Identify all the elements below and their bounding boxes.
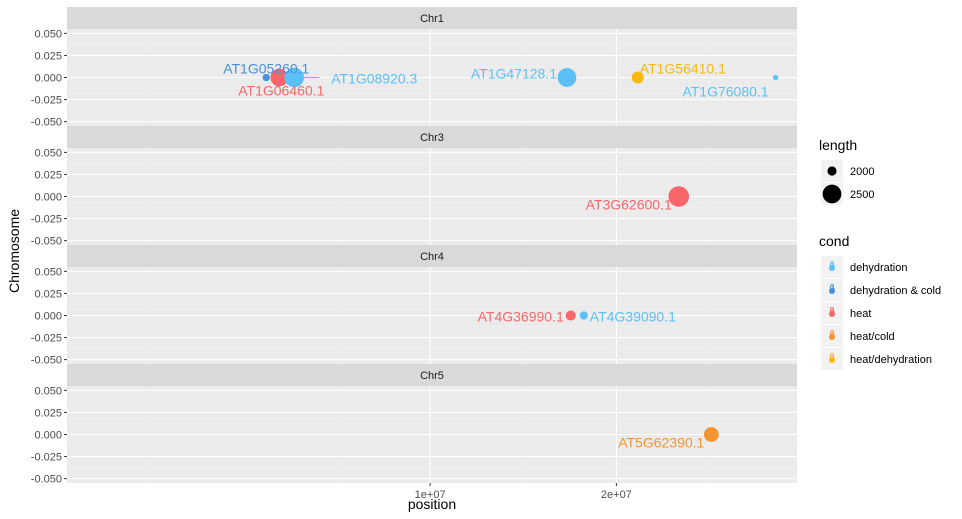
y-tick-label: 0.000 [34,430,62,442]
data-point [557,68,577,87]
point-label: AT3G62600.1 [586,197,672,213]
legend-size-label: 2000 [850,166,874,178]
legend-color-key [829,265,835,271]
point-label: AT1G06460.1 [238,83,324,99]
point-label: AT5G62390.1 [618,435,704,451]
y-tick-label: 0.050 [34,28,62,40]
y-tick-label: -0.025 [31,95,62,107]
y-tick-label: -0.050 [31,117,62,129]
y-tick-label: 0.025 [34,50,62,62]
data-point [565,310,576,321]
y-tick-label: -0.025 [31,452,62,464]
x-tick-label: 1e+07 [415,489,446,501]
legend-color-key [829,334,835,340]
facet-strip [67,7,797,29]
y-tick-label: 0.000 [34,73,62,85]
y-tick-label: 0.025 [34,407,62,419]
point-label: AT1G05260.1 [223,61,309,77]
facet-strip-label: Chr5 [420,370,444,382]
legend-size-key [827,166,837,176]
legend-color-key [829,288,835,294]
legend-length-title: length [819,137,857,153]
point-label: AT4G36990.1 [478,309,564,325]
legend-cond-label: dehydration [850,262,908,274]
y-tick-label: 0.025 [34,169,62,181]
data-point [772,74,779,81]
facet-chr3: Chr3 0.050 0.025 0.000 -0.025 -0.050 AT3G62600… [31,126,797,248]
data-point [631,71,644,84]
legend: length 2000 2500 cond a dehydration a dehydr… [819,137,941,370]
facet-strip [67,126,797,148]
point-label: AT1G56410.1 [640,61,726,77]
x-axis: 1e+07 2e+07 [415,483,632,501]
data-point [668,186,690,207]
y-tick-label: -0.050 [31,355,62,367]
legend-cond-items: a dehydration a dehydration & cold a heat a hea… [821,256,941,370]
y-tick-label: 0.050 [34,147,62,159]
y-tick-label: -0.025 [31,214,62,226]
x-axis-title: position [408,496,456,512]
point-label: AT1G76080.1 [682,84,768,100]
x-tick-label: 2e+07 [601,489,632,501]
y-tick-label: 0.050 [34,385,62,397]
y-axis-title: Chromosome [6,209,22,293]
facet-chr1: Chr1 0.050 0.025 0.000 -0.025 -0.050 AT1G05260… [31,7,797,129]
legend-letter-key: a [829,281,835,291]
legend-letter-key: a [829,304,835,314]
data-point [262,73,270,82]
y-tick-label: -0.050 [31,474,62,486]
data-point [579,311,588,320]
facet-strip [67,364,797,386]
y-tick-label: -0.050 [31,236,62,248]
legend-letter-key: a [829,258,835,268]
y-tick-label: 0.000 [34,311,62,323]
facet-chr5: Chr5 0.050 0.025 0.000 -0.025 -0.050 AT5G62390… [31,364,797,486]
facet-panels: Chr1 0.050 0.025 0.000 -0.025 -0.050 AT1G05260… [31,7,797,486]
legend-cond-label: heat/dehydration [850,354,932,366]
data-point [703,427,719,442]
facet-strip-label: Chr1 [420,13,444,25]
point-label: AT1G47128.1 [471,66,557,82]
point-label: AT4G39090.1 [590,309,676,325]
y-tick-label: 0.050 [34,266,62,278]
legend-cond-label: heat/cold [850,331,895,343]
point-label: AT1G08920.3 [331,71,417,87]
legend-letter-key: a [829,350,835,360]
legend-cond-label: heat [850,308,871,320]
legend-color-key [829,357,835,363]
legend-size-key [822,184,842,204]
legend-cond-label: dehydration & cold [850,285,941,297]
y-tick-label: 0.000 [34,192,62,204]
legend-letter-key: a [829,327,835,337]
legend-cond-title: cond [819,233,849,249]
facet-strip [67,245,797,267]
legend-length-items: 2000 2500 [821,160,874,205]
facet-chr4: Chr4 0.050 0.025 0.000 -0.025 -0.050 AT4G36990… [31,245,797,367]
y-tick-label: -0.025 [31,333,62,345]
facet-strip-label: Chr4 [420,251,444,263]
facet-strip-label: Chr3 [420,132,444,144]
legend-size-label: 2500 [850,189,874,201]
data-point [284,67,304,88]
y-tick-label: 0.025 [34,288,62,300]
legend-color-key [829,311,835,317]
data-point [270,68,289,87]
